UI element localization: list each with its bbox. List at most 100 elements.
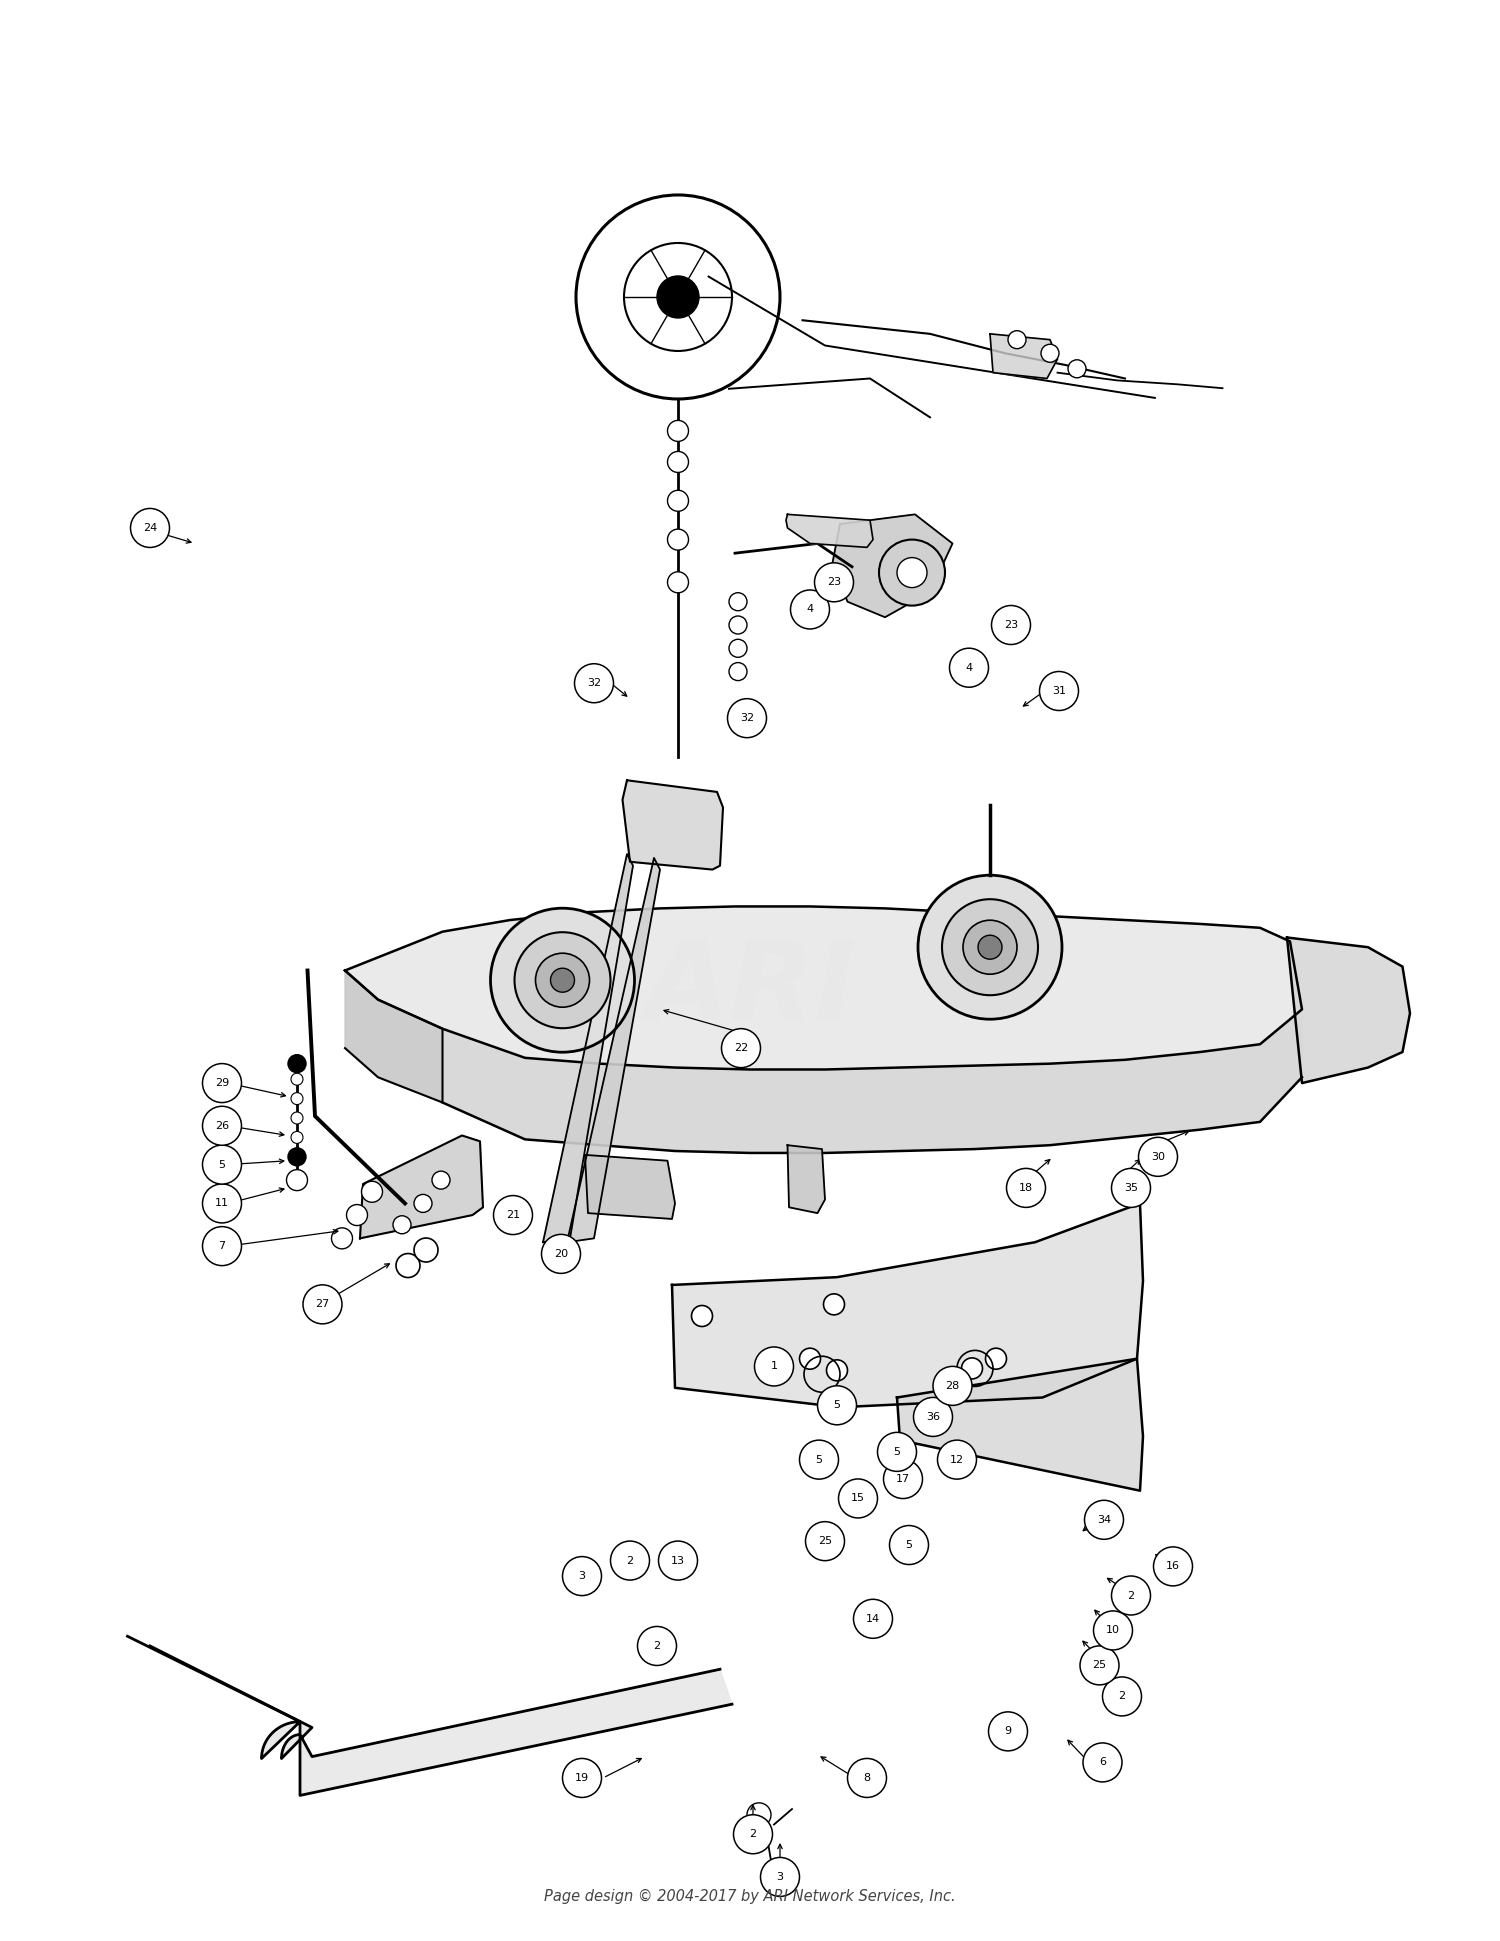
Circle shape — [884, 1460, 922, 1498]
Circle shape — [658, 1541, 698, 1580]
Text: 25: 25 — [1092, 1660, 1107, 1671]
Circle shape — [638, 1627, 676, 1665]
Circle shape — [847, 1759, 886, 1797]
Circle shape — [827, 1361, 848, 1380]
Circle shape — [1112, 1168, 1150, 1207]
Circle shape — [562, 1759, 602, 1797]
Circle shape — [914, 1398, 952, 1436]
Circle shape — [729, 615, 747, 635]
Polygon shape — [672, 1203, 1143, 1407]
Circle shape — [760, 1858, 800, 1896]
Text: 17: 17 — [896, 1473, 910, 1485]
Text: 32: 32 — [740, 712, 754, 724]
Circle shape — [202, 1227, 242, 1266]
Circle shape — [938, 1440, 976, 1479]
Circle shape — [291, 1132, 303, 1143]
Polygon shape — [990, 334, 1058, 378]
Circle shape — [950, 648, 988, 687]
Polygon shape — [1287, 938, 1410, 1083]
Circle shape — [414, 1194, 432, 1213]
Circle shape — [988, 1712, 1028, 1751]
Circle shape — [918, 875, 1062, 1019]
Circle shape — [668, 530, 688, 549]
Circle shape — [550, 969, 574, 992]
Circle shape — [291, 1073, 303, 1085]
Text: 15: 15 — [850, 1493, 865, 1504]
Circle shape — [346, 1205, 368, 1225]
Text: 16: 16 — [1166, 1561, 1180, 1572]
Text: 3: 3 — [777, 1871, 783, 1883]
Text: Page design © 2004-2017 by ARI Network Services, Inc.: Page design © 2004-2017 by ARI Network S… — [544, 1889, 956, 1904]
Circle shape — [800, 1440, 838, 1479]
Polygon shape — [786, 514, 873, 547]
Text: 2: 2 — [750, 1828, 756, 1840]
Circle shape — [668, 452, 688, 472]
Circle shape — [890, 1526, 928, 1564]
Text: 23: 23 — [827, 576, 842, 588]
Circle shape — [728, 699, 766, 738]
Text: 10: 10 — [1106, 1625, 1120, 1636]
Circle shape — [1068, 359, 1086, 378]
Circle shape — [1084, 1500, 1124, 1539]
Text: 14: 14 — [865, 1613, 880, 1625]
Polygon shape — [833, 514, 952, 617]
Circle shape — [824, 1295, 844, 1314]
Circle shape — [202, 1064, 242, 1102]
Circle shape — [202, 1106, 242, 1145]
Circle shape — [1008, 330, 1026, 349]
Circle shape — [878, 1432, 916, 1471]
Text: 31: 31 — [1052, 685, 1066, 697]
Polygon shape — [360, 1135, 483, 1238]
Circle shape — [1102, 1677, 1142, 1716]
Circle shape — [396, 1254, 420, 1277]
Circle shape — [806, 1522, 844, 1561]
Circle shape — [722, 1029, 760, 1068]
Circle shape — [962, 1359, 982, 1378]
Text: 3: 3 — [579, 1570, 585, 1582]
Circle shape — [978, 936, 1002, 959]
Polygon shape — [128, 1636, 732, 1795]
Circle shape — [490, 908, 634, 1052]
Circle shape — [494, 1196, 532, 1234]
Text: 19: 19 — [574, 1772, 590, 1784]
Circle shape — [1007, 1168, 1046, 1207]
Text: 5: 5 — [219, 1159, 225, 1170]
Text: 8: 8 — [864, 1772, 870, 1784]
Text: 7: 7 — [219, 1240, 225, 1252]
Text: 5: 5 — [906, 1539, 912, 1551]
Circle shape — [432, 1170, 450, 1190]
Text: 34: 34 — [1096, 1514, 1112, 1526]
Circle shape — [754, 1347, 794, 1386]
Circle shape — [291, 1093, 303, 1104]
Polygon shape — [788, 1145, 825, 1213]
Text: 26: 26 — [214, 1120, 230, 1132]
Text: 28: 28 — [945, 1380, 960, 1392]
Circle shape — [668, 573, 688, 592]
Circle shape — [992, 606, 1030, 644]
Circle shape — [1083, 1743, 1122, 1782]
Circle shape — [963, 920, 1017, 974]
Text: 9: 9 — [1005, 1726, 1011, 1737]
Circle shape — [514, 932, 610, 1029]
Circle shape — [668, 421, 688, 441]
Circle shape — [1154, 1547, 1192, 1586]
Text: 4: 4 — [966, 662, 972, 674]
Text: 5: 5 — [816, 1454, 822, 1465]
Text: 6: 6 — [1100, 1757, 1106, 1768]
Circle shape — [562, 1557, 602, 1596]
Text: 12: 12 — [950, 1454, 964, 1465]
Circle shape — [942, 899, 1038, 996]
Circle shape — [692, 1306, 712, 1326]
Polygon shape — [585, 1155, 675, 1219]
Circle shape — [815, 563, 854, 602]
Text: 13: 13 — [670, 1555, 686, 1566]
Polygon shape — [567, 858, 660, 1242]
Text: 20: 20 — [554, 1248, 568, 1260]
Polygon shape — [345, 970, 442, 1102]
Circle shape — [729, 592, 747, 611]
Circle shape — [303, 1285, 342, 1324]
Circle shape — [1094, 1611, 1132, 1650]
Circle shape — [393, 1215, 411, 1234]
Circle shape — [933, 1366, 972, 1405]
Text: 27: 27 — [315, 1299, 330, 1310]
